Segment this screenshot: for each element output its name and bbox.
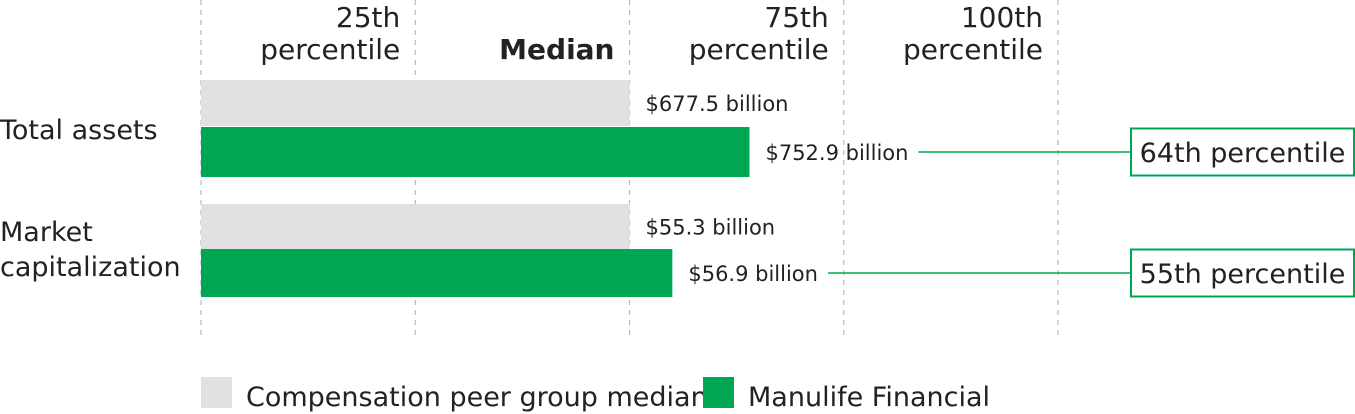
axis-tick-label: percentile xyxy=(260,33,400,66)
axis-tick-label: 100th xyxy=(961,1,1043,34)
bar-value-label: $55.3 billion xyxy=(646,216,776,240)
axis-tick-label: Median xyxy=(499,33,614,66)
axis-tick-label: 75th xyxy=(764,1,828,34)
manulife-bar xyxy=(201,249,673,297)
bar-value-label: $56.9 billion xyxy=(688,262,818,286)
category-label: capitalization xyxy=(0,252,181,283)
legend-label: Manulife Financial xyxy=(748,382,990,413)
axis-tick-label: percentile xyxy=(689,33,829,66)
category-label: Total assets xyxy=(0,115,158,146)
bar-value-label: $677.5 billion xyxy=(646,92,789,116)
percentile-callout-label: 55th percentile xyxy=(1140,259,1346,290)
percentile-callout-box xyxy=(1130,127,1355,177)
category-label: Market xyxy=(0,217,93,248)
axis-tick-label: percentile xyxy=(903,33,1043,66)
legend-swatch xyxy=(703,377,734,408)
peer-median-bar xyxy=(201,204,630,249)
bar-value-label: $752.9 billion xyxy=(765,141,908,165)
percentile-callout-box xyxy=(1130,248,1355,298)
legend-label: Compensation peer group median xyxy=(246,382,708,413)
axis-tick-label: 25th xyxy=(336,1,400,34)
manulife-bar xyxy=(201,127,750,177)
legend-swatch xyxy=(201,377,232,408)
peer-median-bar xyxy=(201,80,630,126)
percentile-callout-label: 64th percentile xyxy=(1140,138,1346,169)
